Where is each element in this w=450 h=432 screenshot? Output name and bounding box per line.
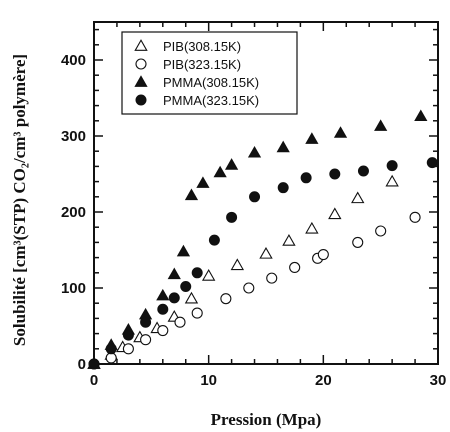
data-point xyxy=(426,157,438,169)
data-point xyxy=(184,188,199,201)
y-tick-label: 400 xyxy=(61,52,86,69)
data-point xyxy=(300,172,312,184)
data-point xyxy=(122,343,134,355)
data-point xyxy=(276,140,290,153)
data-point xyxy=(277,182,289,194)
y-tick-label: 0 xyxy=(78,356,86,373)
x-tick-label: 10 xyxy=(200,372,217,389)
data-point xyxy=(282,234,296,246)
data-point xyxy=(226,211,238,223)
series-pmma-323-15k xyxy=(88,157,438,370)
data-point xyxy=(357,165,369,177)
data-point xyxy=(140,334,152,346)
x-axis-title: Pression (Mpa) xyxy=(211,410,322,429)
data-point xyxy=(266,272,278,284)
data-point xyxy=(414,109,428,122)
data-point xyxy=(305,221,319,234)
data-point xyxy=(259,246,273,259)
legend-marker xyxy=(134,39,148,51)
legend-label: PMMA(323.15K) xyxy=(163,93,259,108)
data-point xyxy=(191,307,203,319)
data-point xyxy=(247,145,262,158)
data-point xyxy=(156,288,170,301)
legend: PIB(308.15K) PIB(323.15K) PMMA(308.15K) PMM… xyxy=(121,31,298,115)
legend-marker xyxy=(135,94,147,106)
data-point xyxy=(208,234,220,246)
y-tick-label: 300 xyxy=(61,128,86,145)
data-point xyxy=(122,329,134,341)
data-point xyxy=(289,261,301,274)
data-point xyxy=(88,358,100,370)
data-point xyxy=(249,191,261,203)
data-point xyxy=(333,126,348,138)
x-tick-label: 30 xyxy=(430,372,447,389)
data-point xyxy=(230,258,245,271)
data-point xyxy=(105,352,117,364)
data-point xyxy=(180,280,192,292)
data-point xyxy=(167,267,181,280)
y-tick-label: 100 xyxy=(61,280,86,297)
data-point xyxy=(157,303,169,315)
y-tick-label: 200 xyxy=(61,204,86,221)
data-point xyxy=(196,176,210,188)
data-point xyxy=(184,291,199,304)
series-pib-308-15k xyxy=(87,174,399,369)
data-point xyxy=(317,249,329,261)
data-point xyxy=(168,292,180,304)
legend-marker xyxy=(134,75,148,87)
data-point xyxy=(385,174,399,187)
data-point xyxy=(191,267,203,279)
data-point xyxy=(157,325,169,337)
data-point xyxy=(386,160,398,172)
data-point xyxy=(375,225,387,237)
legend-label: PMMA(308.15K) xyxy=(163,75,259,90)
series-pib-323-15k xyxy=(88,211,421,370)
data-point xyxy=(224,158,239,170)
data-point xyxy=(351,191,365,204)
data-point xyxy=(176,244,191,257)
x-tick-label: 20 xyxy=(315,372,332,389)
data-point xyxy=(140,316,152,328)
data-point xyxy=(374,119,388,131)
data-point xyxy=(305,132,319,144)
data-point xyxy=(328,207,342,220)
data-point xyxy=(105,343,117,355)
data-point xyxy=(329,168,341,180)
legend-box xyxy=(121,31,298,115)
data-point xyxy=(409,211,421,223)
data-points xyxy=(87,109,438,370)
legend-marker xyxy=(135,58,147,70)
legend-label: PIB(308.15K) xyxy=(163,39,241,54)
series-pmma-308-15k xyxy=(87,109,428,369)
y-axis-title: Solubilité [cm³(STP) CO₂/cm³ polymère] xyxy=(10,54,29,346)
data-point xyxy=(174,316,186,328)
legend-label: PIB(323.15K) xyxy=(163,57,241,72)
data-point xyxy=(220,293,232,305)
data-point xyxy=(352,236,364,248)
x-tick-label: 0 xyxy=(90,372,98,389)
data-point xyxy=(243,282,255,294)
plot-frame xyxy=(93,21,439,365)
data-point xyxy=(213,165,227,178)
data-point xyxy=(201,268,216,281)
